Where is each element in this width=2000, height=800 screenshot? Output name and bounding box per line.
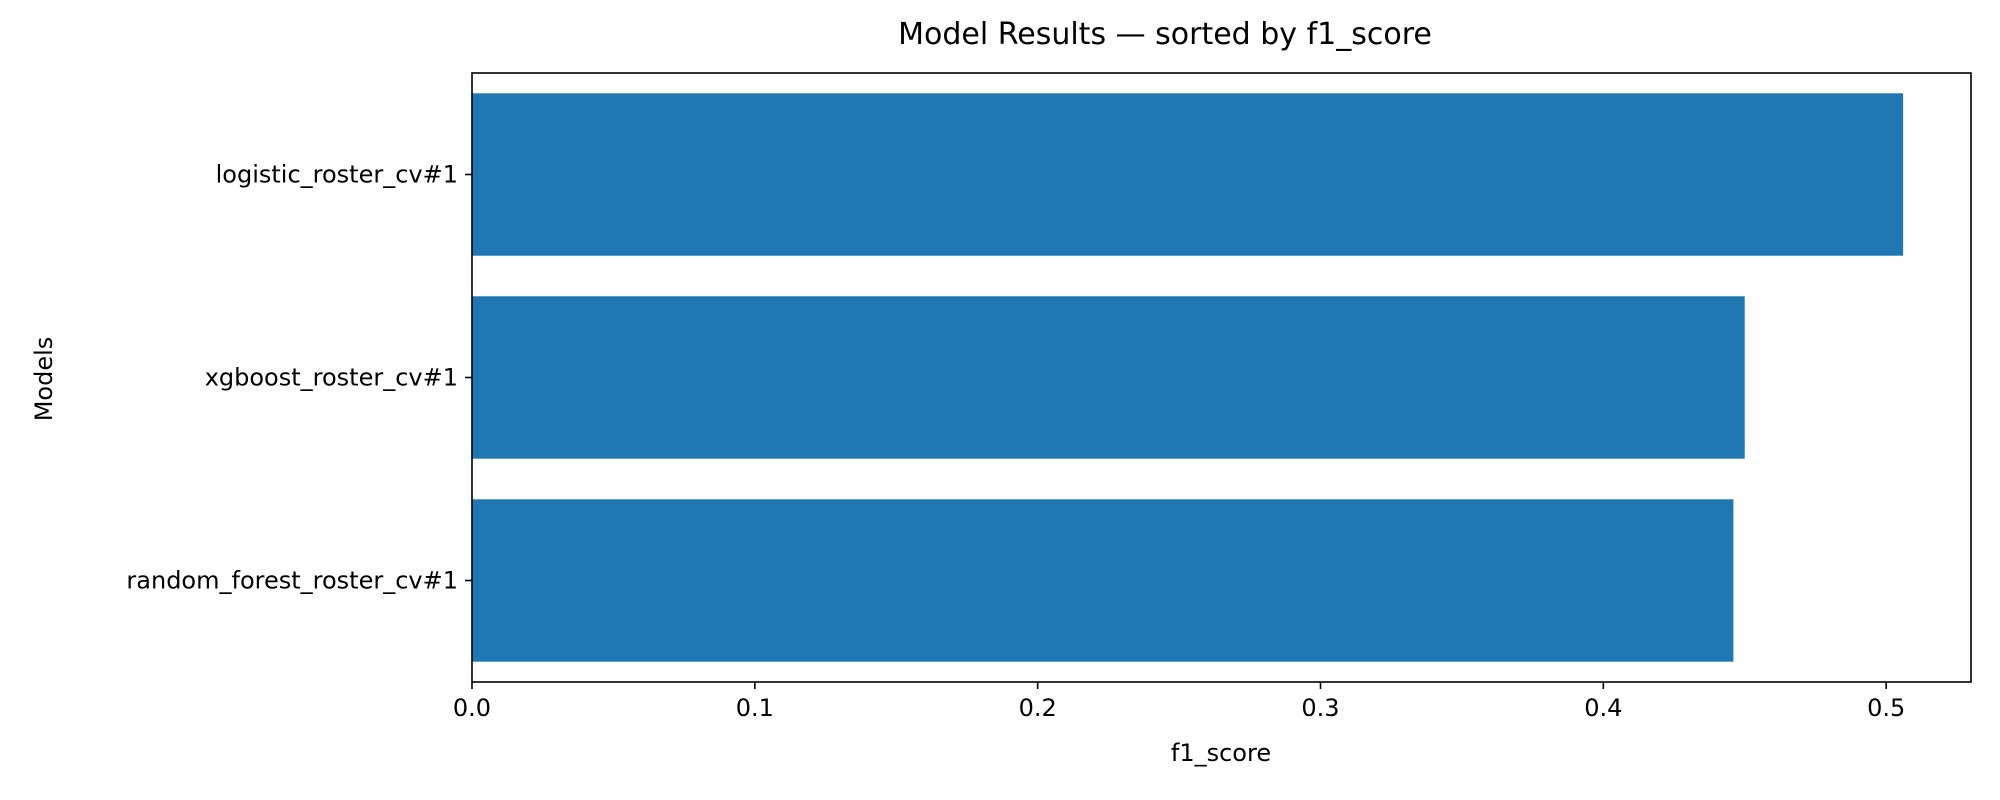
chart-title: Model Results — sorted by f1_score bbox=[898, 17, 1432, 52]
y-axis-label: Models bbox=[30, 337, 58, 422]
x-axis-label: f1_score bbox=[1171, 739, 1271, 767]
y-tick-label-2: random_forest_roster_cv#1 bbox=[126, 567, 458, 595]
x-tick-label-4: 0.4 bbox=[1584, 694, 1622, 722]
x-axis-ticks: 0.0 0.1 0.2 0.3 0.4 0.5 bbox=[453, 682, 1905, 722]
bar-0 bbox=[472, 93, 1904, 256]
y-axis-ticks: logistic_roster_cv#1 xgboost_roster_cv#1r… bbox=[126, 161, 472, 595]
x-tick-label-1: 0.1 bbox=[736, 694, 774, 722]
x-tick-label-2: 0.2 bbox=[1019, 694, 1057, 722]
bars-group bbox=[472, 93, 1904, 662]
y-tick-label-1: xgboost_roster_cv#1 bbox=[205, 364, 458, 392]
y-tick-label-0: logistic_roster_cv#1 bbox=[216, 161, 458, 189]
bar-1 bbox=[472, 296, 1745, 459]
x-tick-label-0: 0.0 bbox=[453, 694, 491, 722]
plot-frame bbox=[471, 72, 1972, 683]
x-tick-label-5: 0.5 bbox=[1867, 694, 1905, 722]
x-tick-label-3: 0.3 bbox=[1301, 694, 1339, 722]
bar-2 bbox=[472, 499, 1734, 662]
